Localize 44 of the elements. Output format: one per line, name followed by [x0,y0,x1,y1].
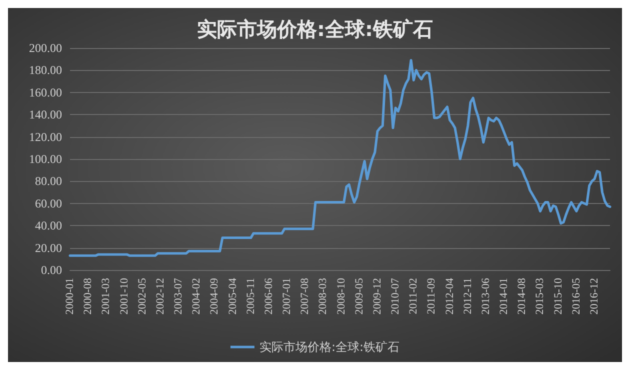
x-tick-label: 2009-05 [353,278,366,315]
x-tick-label: 2000-01 [64,278,76,315]
x-tick-label: 2016-12 [588,278,600,315]
x-tick-label: 2009-12 [371,278,384,315]
y-tick-label: 180.00 [29,63,62,78]
x-tick-label: 2000-08 [82,278,94,315]
x-tick-label: 2014-08 [516,278,528,315]
x-tick-label: 2016-05 [570,278,582,315]
x-tick-label: 2004-09 [208,278,221,315]
y-tick-label: 140.00 [29,108,62,122]
y-tick-label: 20.00 [35,240,62,255]
x-tick-label: 2011-02 [408,278,420,314]
line-series [68,58,612,257]
y-tick-label: 200.00 [29,41,62,55]
x-tick-label: 2012-04 [444,278,456,315]
x-tick-label: 2006-06 [262,278,275,315]
x-tick-label: 2003-07 [172,278,185,315]
x-tick-label: 2007-01 [281,278,294,315]
x-tick-label: 2002-05 [136,278,148,315]
x-tick-label: 2005-04 [226,278,239,315]
x-tick-label: 2008-10 [335,278,348,315]
x-tick-label: 2008-03 [317,278,330,315]
y-tick-label: 120.00 [29,130,62,144]
chart-title: 实际市场价格:全球:铁矿石 [197,17,433,41]
x-tick-label: 2014-01 [498,278,510,315]
x-tick-label: 2010-07 [390,278,402,315]
x-tick-label: 2015-10 [552,278,564,315]
y-tick-label: 60.00 [35,196,62,210]
x-tick-label: 2007-08 [299,278,312,315]
x-tick-label: 2001-10 [118,278,130,315]
x-tick-label: 2001-03 [100,278,112,315]
x-tick-label: 2012-11 [462,278,474,314]
x-tick-label: 2005-11 [244,278,257,314]
x-tick-label: 2004-02 [190,278,203,315]
x-tick-label: 2015-03 [534,278,546,315]
x-tick-label: 2002-12 [154,278,166,315]
y-tick-label: 100.00 [29,152,62,166]
y-tick-label: 40.00 [35,218,62,233]
y-tick-label: 0.00 [41,263,62,277]
legend-label: 实际市场价格:全球:铁矿石 [259,340,400,354]
x-tick-label: 2011-09 [426,278,438,314]
y-tick-label: 80.00 [35,174,62,188]
y-tick-label: 160.00 [29,85,62,100]
x-tick-label: 2013-06 [480,278,492,315]
